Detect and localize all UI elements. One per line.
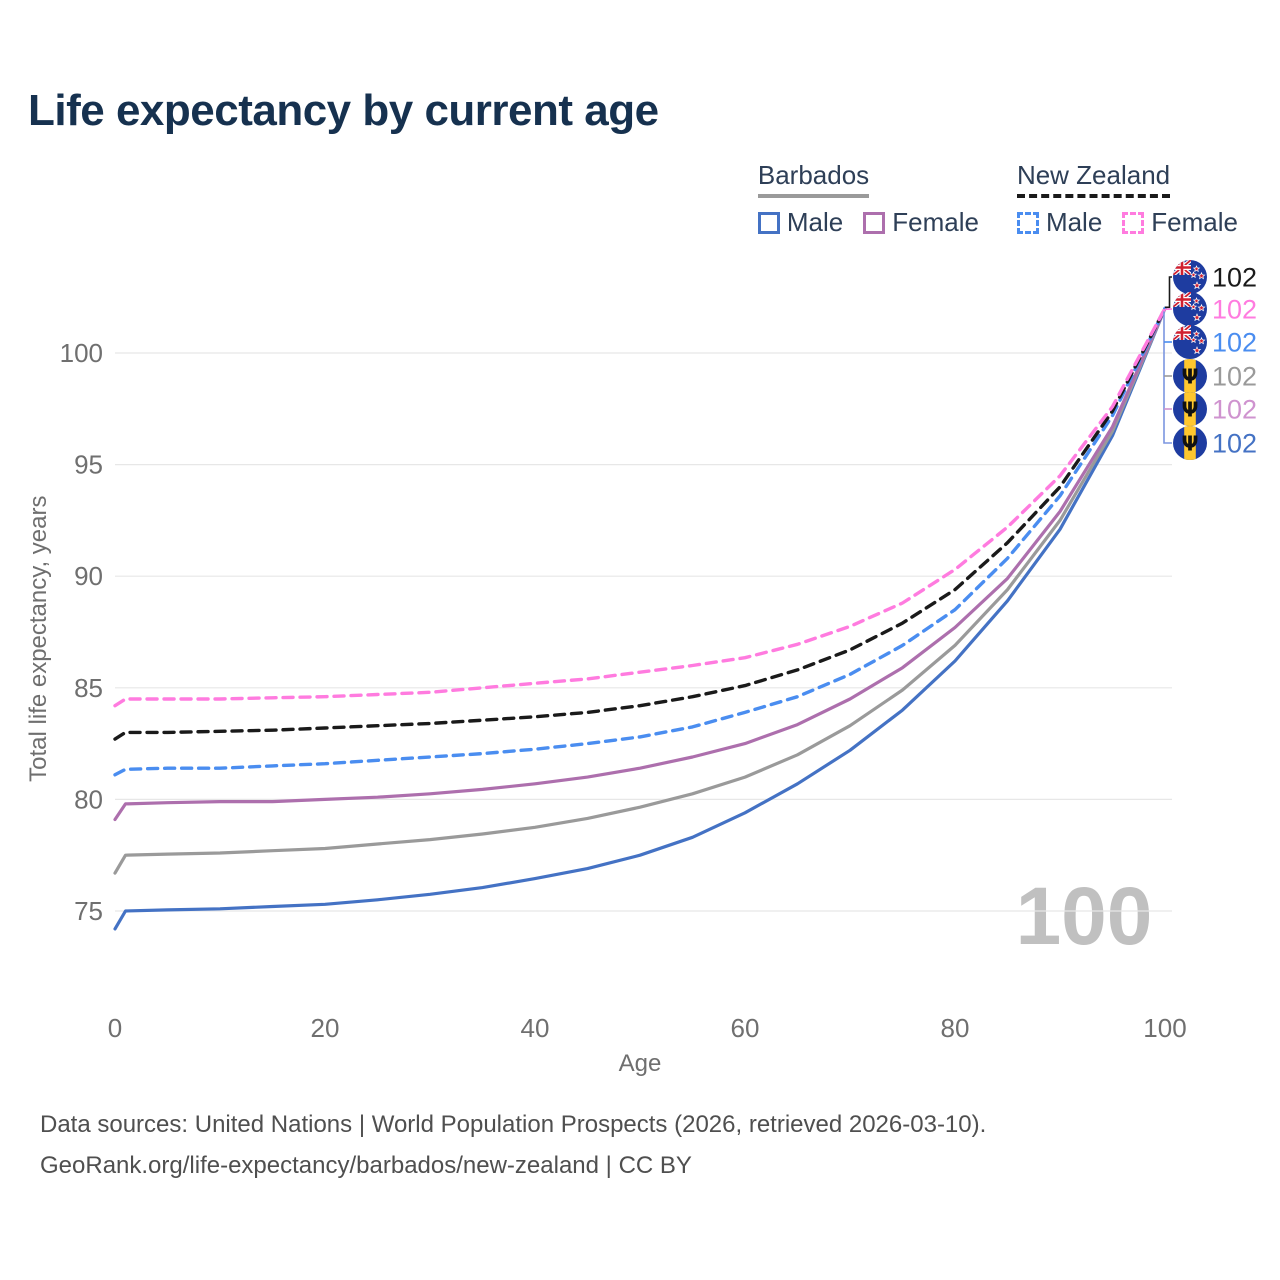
footer-sources-line: Data sources: United Nations | World Pop… bbox=[40, 1111, 987, 1138]
series-line-new-zealand-female bbox=[113, 306, 1167, 708]
star bbox=[1197, 336, 1206, 345]
end-label-connector-nz-both bbox=[1165, 276, 1172, 309]
series-line-new-zealand-male bbox=[113, 306, 1167, 777]
barbados-female-line-swatch-icon bbox=[863, 211, 886, 234]
end-value-label-new-zealand-both-sexes: 102 bbox=[1212, 263, 1257, 293]
new-zealand-flag-icon bbox=[1173, 260, 1207, 294]
union-jack bbox=[1173, 292, 1191, 307]
legend-group-new-zealand: New Zealand Male Female bbox=[1016, 160, 1238, 238]
legend-label-barbados-male: Male bbox=[786, 207, 844, 237]
age-watermark: 100 bbox=[1016, 871, 1153, 962]
page-title: Life expectancy by current age bbox=[28, 86, 659, 135]
legend-label-new-zealand-male: Male bbox=[1045, 207, 1103, 237]
y-tick-label-80: 80 bbox=[74, 784, 103, 814]
y-tick-label-95: 95 bbox=[74, 450, 103, 480]
star bbox=[1189, 271, 1198, 279]
union-jack bbox=[1173, 325, 1191, 340]
legend-country-new-zealand: New Zealand bbox=[1016, 160, 1171, 198]
chart-legend: Barbados Male Female New Zealand Male Fe… bbox=[757, 160, 1238, 238]
new-zealand-flag-icon bbox=[1173, 325, 1207, 359]
end-value-label-barbados-male: 102 bbox=[1212, 429, 1257, 459]
star bbox=[1192, 330, 1201, 338]
series-line-barbados-female bbox=[113, 306, 1167, 822]
end-value-label-new-zealand-male: 102 bbox=[1212, 328, 1257, 358]
y-tick-label-100: 100 bbox=[60, 338, 103, 368]
data-source-footer: Data sources: United Nations | World Pop… bbox=[40, 1104, 986, 1186]
legend-country-barbados: Barbados bbox=[757, 160, 870, 198]
legend-items-new-zealand: Male Female bbox=[1016, 207, 1238, 238]
end-value-label-new-zealand-female: 102 bbox=[1212, 295, 1257, 325]
end-label-connector-stem bbox=[1163, 311, 1172, 444]
legend-item-barbados-female[interactable]: Female bbox=[863, 207, 979, 238]
x-tick-label-0: 0 bbox=[108, 1013, 122, 1043]
series-line-new-zealand-both bbox=[113, 306, 1167, 741]
new-zealand-female-line-swatch-icon bbox=[1122, 211, 1145, 234]
trident-glyph: Ψ bbox=[1182, 365, 1199, 389]
legend-label-barbados-female: Female bbox=[892, 207, 979, 237]
barbados-male-line-swatch-icon bbox=[757, 211, 780, 234]
x-tick-label-60: 60 bbox=[731, 1013, 760, 1043]
x-tick-label-100: 100 bbox=[1143, 1013, 1186, 1043]
end-value-label-barbados-female: 102 bbox=[1212, 395, 1257, 425]
x-tick-label-20: 20 bbox=[311, 1013, 340, 1043]
y-tick-label-90: 90 bbox=[74, 561, 103, 591]
y-axis-title: Total life expectancy, years bbox=[25, 496, 52, 782]
star bbox=[1192, 265, 1201, 273]
footer-url-line: GeoRank.org/life-expectancy/barbados/new… bbox=[40, 1152, 692, 1179]
barbados-flag-icon: Ψ bbox=[1173, 392, 1207, 426]
legend-item-new-zealand-female[interactable]: Female bbox=[1122, 207, 1238, 238]
x-tick-label-80: 80 bbox=[941, 1013, 970, 1043]
new-zealand-flag-icon bbox=[1173, 292, 1207, 326]
star bbox=[1197, 271, 1206, 280]
series-line-barbados-male bbox=[113, 306, 1167, 931]
star bbox=[1189, 303, 1198, 311]
star bbox=[1197, 303, 1206, 312]
y-tick-label-85: 85 bbox=[74, 673, 103, 703]
legend-label-new-zealand-female: Female bbox=[1151, 207, 1238, 237]
y-tick-label-75: 75 bbox=[74, 896, 103, 926]
star bbox=[1189, 336, 1198, 344]
barbados-flag-icon: Ψ bbox=[1173, 426, 1207, 460]
x-axis-title: Age bbox=[619, 1050, 662, 1077]
star bbox=[1192, 297, 1201, 305]
series-line-barbados-both bbox=[113, 306, 1167, 875]
legend-item-barbados-male[interactable]: Male bbox=[757, 207, 844, 238]
barbados-flag-icon: Ψ bbox=[1173, 359, 1207, 393]
star bbox=[1192, 346, 1202, 355]
trident-glyph: Ψ bbox=[1182, 432, 1199, 456]
trident-glyph: Ψ bbox=[1182, 398, 1199, 422]
union-jack bbox=[1173, 260, 1191, 275]
star bbox=[1192, 281, 1202, 290]
new-zealand-male-line-swatch-icon bbox=[1016, 211, 1039, 234]
legend-group-barbados: Barbados Male Female bbox=[757, 160, 979, 238]
legend-item-new-zealand-male[interactable]: Male bbox=[1016, 207, 1103, 238]
star bbox=[1192, 313, 1202, 322]
legend-items-barbados: Male Female bbox=[757, 207, 979, 238]
x-tick-label-40: 40 bbox=[521, 1013, 550, 1043]
end-value-label-barbados-both-sexes: 102 bbox=[1212, 362, 1257, 392]
